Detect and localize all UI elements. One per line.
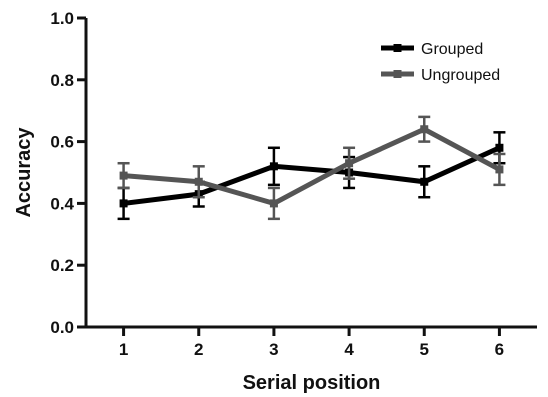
y-tick-label: 0.2 — [50, 256, 74, 275]
series-grouped — [117, 131, 506, 221]
data-point-ungrouped — [495, 165, 504, 174]
y-axis-title: Accuracy — [13, 127, 35, 218]
x-tick-label: 6 — [495, 340, 504, 359]
x-axis-title: Serial position — [243, 372, 381, 394]
y-tick-label: 0.8 — [50, 71, 74, 90]
legend: Grouped Ungrouped — [381, 41, 500, 84]
data-point-grouped — [495, 143, 504, 152]
legend-item-grouped: Grouped — [381, 41, 483, 58]
series-ungrouped — [117, 115, 506, 221]
x-tick-label: 2 — [194, 340, 203, 359]
x-tick-label: 1 — [119, 340, 128, 359]
data-point-ungrouped — [119, 171, 128, 180]
data-point-ungrouped — [194, 177, 203, 186]
y-tick-label: 0.0 — [50, 318, 74, 337]
series-line-ungrouped — [123, 126, 501, 207]
y-tick-label: 0.6 — [50, 133, 74, 152]
data-point-ungrouped — [420, 125, 429, 134]
y-tick-label: 0.4 — [50, 194, 74, 213]
legend-item-ungrouped: Ungrouped — [381, 67, 500, 84]
y-tick-label: 1.0 — [50, 9, 74, 28]
legend-label-grouped: Grouped — [421, 41, 483, 58]
data-point-grouped — [119, 199, 128, 208]
legend-label-ungrouped: Ungrouped — [421, 67, 500, 84]
x-tick-label: 3 — [269, 340, 278, 359]
series-line-grouped — [123, 145, 501, 206]
legend-marker-ungrouped — [393, 70, 402, 78]
data-point-grouped — [420, 177, 429, 186]
legend-marker-grouped — [393, 44, 402, 52]
data-point-grouped — [269, 162, 278, 171]
series-layer — [117, 115, 506, 221]
x-tick-label: 5 — [420, 340, 429, 359]
x-tick-label: 4 — [344, 340, 354, 359]
data-point-ungrouped — [269, 199, 278, 208]
axes: 0.0 0.2 0.4 0.6 0.8 1.0 1 2 3 4 5 6 — [50, 9, 537, 359]
data-point-ungrouped — [345, 159, 354, 168]
